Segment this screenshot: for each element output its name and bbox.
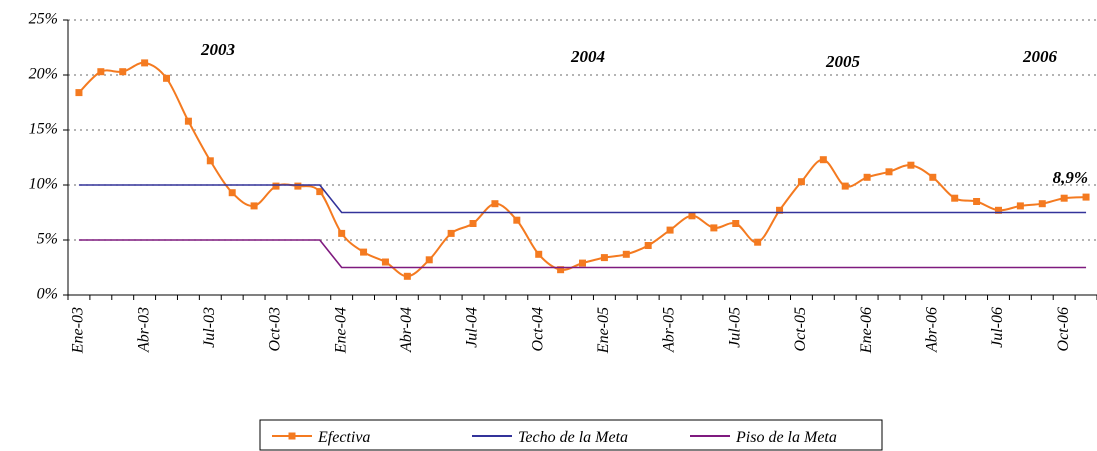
y-tick-label: 5% [37, 231, 58, 248]
point [141, 59, 149, 67]
point [579, 259, 586, 267]
x-tick-label: Ene-04 [332, 307, 349, 354]
point [403, 272, 411, 280]
point [1038, 200, 1046, 208]
series-line [78, 184, 1087, 214]
year-annotation: 2005 [825, 52, 861, 71]
point [535, 250, 543, 258]
x-tick-label: Oct-04 [529, 307, 546, 351]
point [819, 156, 827, 164]
point [797, 178, 805, 186]
point [710, 224, 718, 232]
x-tick-label: Oct-06 [1055, 307, 1072, 351]
y-tick-label: 25% [29, 11, 58, 28]
x-tick-label: Jul-03 [201, 307, 218, 348]
point [338, 229, 346, 237]
point [184, 117, 192, 125]
x-tick-label: Jul-05 [726, 307, 743, 348]
point [316, 188, 324, 196]
x-tick-label: Ene-05 [595, 307, 612, 354]
x-tick-label: Oct-05 [792, 307, 809, 351]
legend-box [259, 419, 883, 451]
point [163, 74, 171, 82]
point [425, 256, 433, 264]
point [863, 173, 871, 181]
point [1016, 202, 1024, 210]
point [929, 173, 937, 181]
point [666, 226, 674, 234]
point [272, 182, 280, 190]
point [360, 248, 368, 256]
x-tick-label: Ene-06 [858, 307, 875, 354]
point [951, 194, 959, 202]
year-annotation: 2004 [570, 47, 605, 66]
point [776, 206, 784, 214]
point [644, 242, 652, 249]
point [973, 198, 981, 205]
point [994, 206, 1002, 214]
point [228, 189, 236, 197]
x-tick-label: Oct-03 [267, 307, 284, 351]
x-tick-label: Abr-06 [923, 307, 940, 353]
x-tick-label: Jul-06 [989, 307, 1006, 348]
legend-label: Efectiva [317, 429, 370, 446]
point [622, 250, 630, 258]
point [381, 258, 389, 266]
point [1082, 193, 1090, 201]
point [907, 161, 915, 169]
series-line [78, 61, 1087, 278]
point [688, 212, 696, 220]
point [447, 229, 455, 237]
x-tick-label: Abr-04 [398, 307, 415, 353]
legend-label: Piso de la Meta [735, 429, 837, 446]
point [75, 89, 83, 97]
y-tick-label: 15% [29, 121, 58, 138]
y-tick-label: 20% [29, 66, 58, 83]
point [294, 182, 302, 190]
y-tick-label: 10% [29, 176, 58, 193]
point [206, 157, 214, 165]
year-annotation: 2006 [1022, 47, 1058, 66]
point [1060, 194, 1068, 202]
point [885, 168, 893, 176]
point [841, 182, 849, 190]
year-annotation: 2003 [200, 40, 236, 59]
point [557, 266, 565, 274]
point [732, 220, 740, 227]
point [600, 254, 608, 262]
legend-marker [288, 432, 296, 440]
x-tick-label: Jul-04 [464, 307, 481, 348]
x-tick-label: Abr-05 [661, 307, 678, 353]
y-tick-label: 0% [37, 286, 58, 303]
point [119, 68, 127, 76]
series-line [78, 239, 1087, 269]
legend-label: Techo de la Meta [518, 429, 628, 446]
x-tick-label: Ene-03 [70, 307, 87, 354]
point [97, 68, 105, 76]
point [250, 202, 258, 210]
x-tick-label: Abr-03 [135, 307, 152, 353]
point [513, 216, 521, 224]
point [491, 200, 499, 208]
point [469, 220, 477, 227]
point [754, 238, 762, 246]
value-label: 8,9% [1053, 168, 1088, 187]
